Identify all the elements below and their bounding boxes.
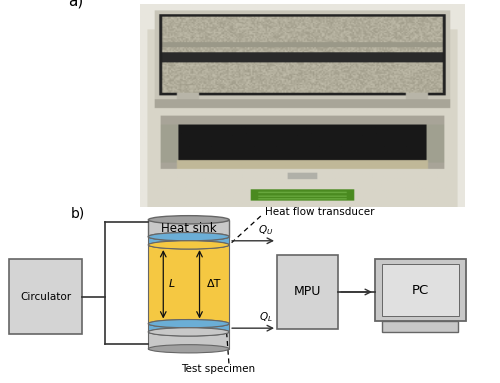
Bar [148,220,229,237]
Bar [277,255,338,329]
Text: Heat sink: Heat sink [161,222,216,235]
Ellipse shape [148,232,229,241]
Ellipse shape [148,328,229,336]
Text: Heat flow transducer: Heat flow transducer [264,207,374,217]
Text: a): a) [68,0,84,9]
Text: Test specimen: Test specimen [181,364,255,374]
Bar [9,259,83,334]
Text: $Q_L$: $Q_L$ [260,311,273,324]
Bar [382,321,458,332]
Ellipse shape [148,241,229,249]
Text: Circulator: Circulator [20,292,71,302]
Bar [375,259,466,321]
Text: MPU: MPU [294,285,322,298]
Ellipse shape [148,241,229,249]
Text: L: L [169,279,175,289]
Ellipse shape [148,319,229,328]
Ellipse shape [148,345,229,353]
Ellipse shape [148,319,229,328]
Bar [148,237,229,245]
Ellipse shape [148,328,229,336]
Bar [148,245,229,324]
Text: $Q_U$: $Q_U$ [258,223,273,237]
Bar [148,332,229,349]
Bar [148,324,229,332]
Text: PC: PC [412,283,429,296]
Ellipse shape [148,232,229,241]
Ellipse shape [148,216,229,224]
Bar [382,264,458,316]
Text: ΔT: ΔT [207,279,222,289]
Text: b): b) [71,207,86,221]
